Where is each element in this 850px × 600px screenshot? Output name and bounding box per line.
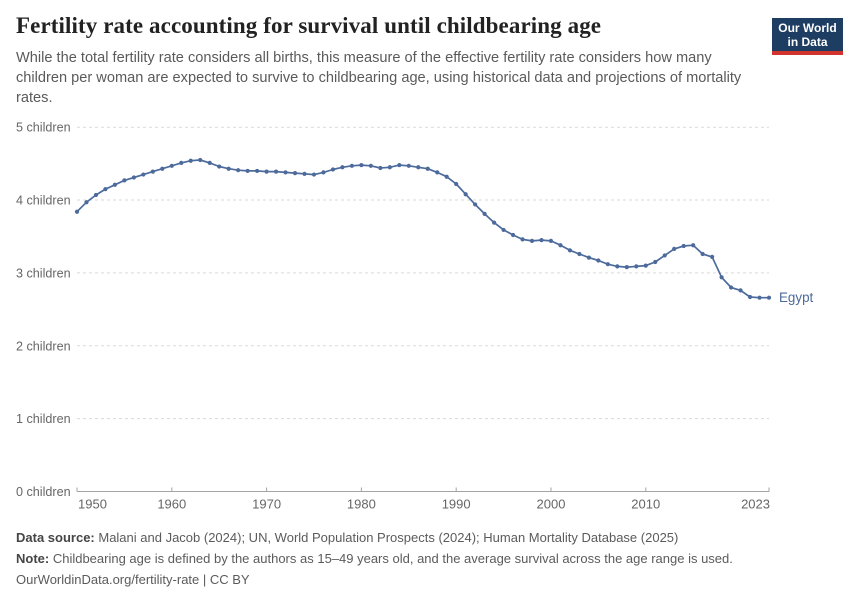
owid-logo[interactable]: Our World in Data [772, 18, 843, 55]
data-source-line: Data source: Malani and Jacob (2024); UN… [16, 527, 733, 548]
chart-footer: Data source: Malani and Jacob (2024); UN… [16, 527, 733, 590]
svg-text:4 children: 4 children [16, 194, 71, 208]
series-label-egypt[interactable]: Egypt [779, 290, 814, 305]
note-text: Childbearing age is defined by the autho… [49, 551, 733, 566]
x-axis [76, 487, 770, 492]
svg-text:2023: 2023 [741, 497, 770, 512]
chart-title: Fertility rate accounting for survival u… [16, 13, 602, 38]
svg-text:2 children: 2 children [16, 339, 71, 353]
y-axis-labels: 0 children 1 children 2 children 3 children… [16, 121, 71, 499]
note-label: Note: [16, 551, 50, 566]
data-source-text: Malani and Jacob (2024); UN, World Popul… [94, 530, 679, 545]
data-source-label: Data source: [16, 530, 95, 545]
svg-text:1970: 1970 [252, 497, 281, 512]
owid-url-link[interactable]: OurWorldinData.org/fertility-rate | CC B… [16, 572, 250, 587]
svg-text:5 children: 5 children [16, 121, 71, 135]
egypt-line[interactable] [76, 159, 770, 299]
egypt-line-markers [74, 157, 772, 300]
svg-text:2010: 2010 [631, 497, 660, 512]
svg-text:1960: 1960 [157, 497, 186, 512]
svg-text:3 children: 3 children [16, 266, 71, 280]
owid-logo-line1: Our World [778, 21, 837, 35]
chart-header: Fertility rate accounting for survival u… [16, 12, 756, 108]
chart-subtitle: While the total fertility rate considers… [16, 49, 742, 106]
svg-text:0 children: 0 children [16, 485, 71, 499]
gridlines [77, 126, 769, 420]
svg-text:1950: 1950 [78, 497, 107, 512]
owid-logo-red-bar [772, 51, 843, 55]
svg-text:1990: 1990 [442, 497, 471, 512]
x-axis-labels: 1950 1960 1970 1980 1990 2000 2010 2023 [78, 497, 770, 512]
svg-text:1 children: 1 children [16, 412, 71, 426]
owid-logo-line2: in Data [787, 35, 828, 49]
svg-text:2000: 2000 [537, 497, 566, 512]
note-line: Note: Childbearing age is defined by the… [16, 548, 733, 569]
license-line: OurWorldinData.org/fertility-rate | CC B… [16, 569, 733, 590]
svg-text:1980: 1980 [347, 497, 376, 512]
